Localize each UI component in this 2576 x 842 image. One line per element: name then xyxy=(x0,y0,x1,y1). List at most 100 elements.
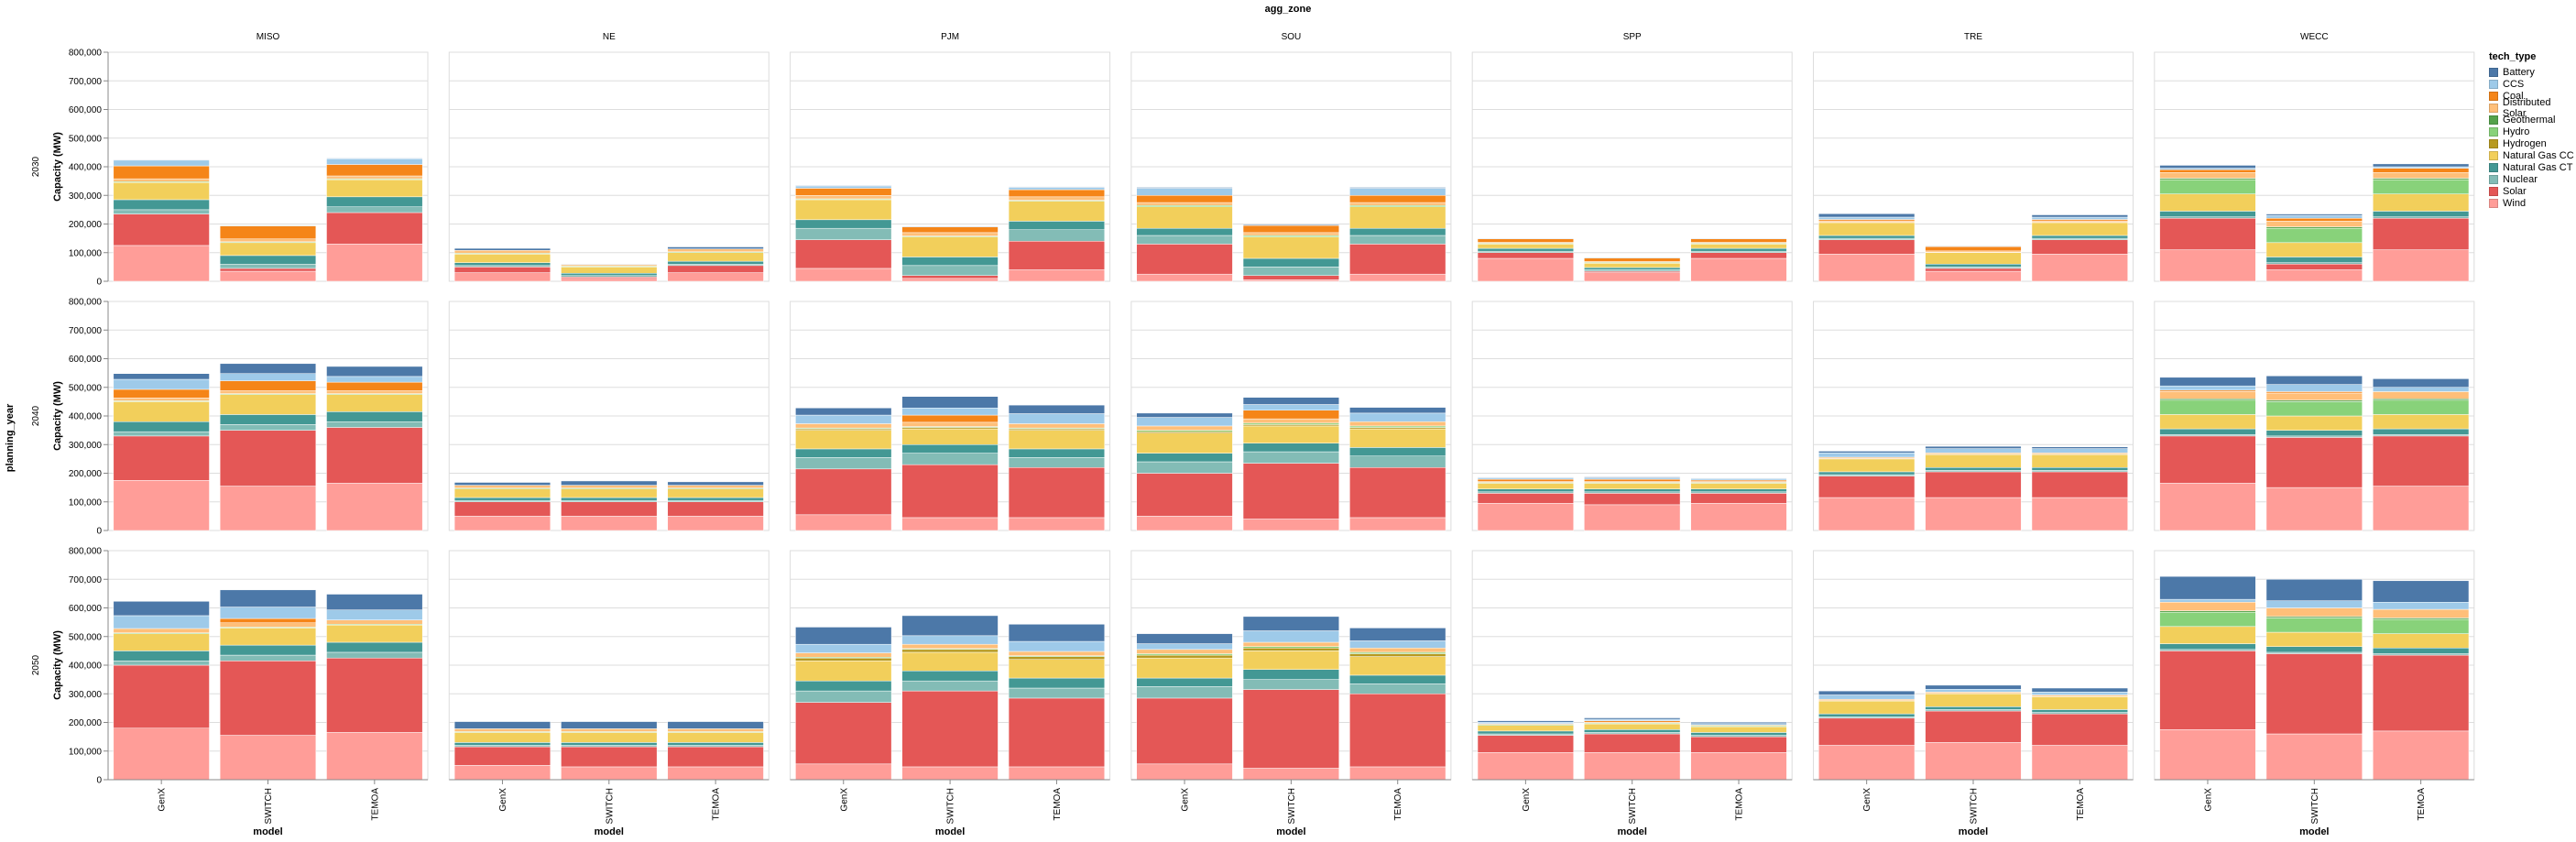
bar-segment-TRE-2050-SWITCH-natural-gas-cc xyxy=(1925,694,2022,707)
bar-segment-PJM-2050-SWITCH-solar xyxy=(901,690,999,768)
bar-segment-MISO-2050-SWITCH-solar xyxy=(219,661,317,736)
bar-segment-WECC-2050-TEMOA-natural-gas-cc xyxy=(2373,633,2470,649)
bar-segment-TRE-2030-SWITCH-solar xyxy=(1925,268,2022,272)
bar-segment-SPP-2050-GenX-wind xyxy=(1477,752,1574,781)
bar-segment-SOU-2040-GenX-ccs xyxy=(1136,417,1233,427)
y-axis-label: Capacity (MW) xyxy=(52,381,63,451)
bar-segment-TRE-2040-GenX-ccs xyxy=(1818,453,1916,458)
bar-segment-WECC-2040-TEMOA-natural-gas-ct xyxy=(2373,428,2470,435)
bar-segment-TRE-2040-TEMOA-solar xyxy=(2031,471,2128,498)
bar-segment-PJM-2040-SWITCH-ccs xyxy=(901,408,999,416)
x-tick-label: SWITCH xyxy=(1970,788,1980,824)
bar-segment-SOU-2040-SWITCH-distributed-solar xyxy=(1242,418,1340,424)
bar-segment-SOU-2050-TEMOA-natural-gas-cc xyxy=(1349,656,1446,676)
legend-label: Solar xyxy=(2503,185,2527,197)
bar-segment-PJM-2040-SWITCH-wind xyxy=(901,517,999,531)
legend-swatch xyxy=(2489,67,2498,77)
bar-segment-NE-2050-TEMOA-distributed-solar xyxy=(667,728,764,732)
bar-segment-TRE-2050-SWITCH-battery xyxy=(1925,684,2022,690)
bar-segment-SOU-2050-TEMOA-distributed-solar xyxy=(1349,648,1446,653)
bar-segment-WECC-2030-SWITCH-natural-gas-ct xyxy=(2265,257,2363,263)
bar-segment-TRE-2040-GenX-solar xyxy=(1818,476,1916,498)
bar-segment-SOU-2050-SWITCH-natural-gas-ct xyxy=(1242,669,1340,680)
bar-segment-MISO-2040-TEMOA-natural-gas-ct xyxy=(326,411,423,422)
bar-segment-SPP-2040-GenX-natural-gas-ct xyxy=(1477,488,1574,493)
bar-segment-NE-2050-GenX-natural-gas-cc xyxy=(453,732,551,743)
bar-segment-MISO-2050-GenX-nuclear xyxy=(113,661,210,666)
bar-segment-WECC-2040-GenX-hydro xyxy=(2159,399,2256,415)
row-header-2040: 2040 xyxy=(31,405,41,426)
bar-segment-PJM-2050-TEMOA-nuclear xyxy=(1008,687,1106,699)
bar-segment-MISO-2050-SWITCH-wind xyxy=(219,735,317,781)
bar-segment-SOU-2030-GenX-natural-gas-cc xyxy=(1136,206,1233,229)
bar-segment-PJM-2050-GenX-battery xyxy=(795,627,892,645)
bar-segment-SOU-2030-TEMOA-wind xyxy=(1349,273,1446,282)
bar-segment-SPP-2040-TEMOA-natural-gas-cc xyxy=(1690,483,1787,489)
bar-segment-MISO-2040-SWITCH-nuclear xyxy=(219,424,317,431)
bar-segment-PJM-2040-GenX-solar xyxy=(795,468,892,516)
bar-segment-TRE-2040-TEMOA-battery xyxy=(2031,446,2128,449)
bar-segment-MISO-2040-GenX-wind xyxy=(113,480,210,531)
bar-segment-MISO-2030-GenX-natural-gas-cc xyxy=(113,181,210,201)
bar-segment-MISO-2050-TEMOA-ccs xyxy=(326,609,423,620)
bar-segment-PJM-2040-GenX-distributed-solar xyxy=(795,423,892,429)
legend-item-geothermal: Geothermal xyxy=(2489,114,2576,126)
bar-segment-SOU-2040-GenX-nuclear xyxy=(1136,461,1233,474)
bar-segment-NE-2040-GenX-distributed-solar xyxy=(453,485,551,488)
bar-segment-TRE-2030-GenX-solar xyxy=(1818,239,1916,255)
bar-segment-PJM-2030-TEMOA-natural-gas-ct xyxy=(1008,221,1106,230)
bar-segment-MISO-2050-GenX-solar xyxy=(113,664,210,728)
bar-segment-TRE-2040-TEMOA-natural-gas-cc xyxy=(2031,454,2128,468)
facet-header-TRE: TRE xyxy=(1964,32,1982,42)
bar-segment-PJM-2030-TEMOA-battery xyxy=(1008,186,1106,188)
bar-segment-MISO-2030-GenX-solar xyxy=(113,213,210,246)
x-tick-label: GenX xyxy=(1862,788,1872,812)
bar-segment-WECC-2030-SWITCH-solar xyxy=(2265,264,2363,270)
bar-segment-PJM-2030-TEMOA-nuclear xyxy=(1008,229,1106,242)
bar-segment-MISO-2050-TEMOA-nuclear xyxy=(326,651,423,659)
bar-segment-SOU-2040-TEMOA-battery xyxy=(1349,407,1446,414)
bar-segment-WECC-2030-GenX-natural-gas-ct xyxy=(2159,211,2256,217)
bar-segment-MISO-2030-GenX-battery xyxy=(113,159,210,161)
bar-segment-MISO-2030-TEMOA-coal xyxy=(326,164,423,177)
bar-segment-MISO-2050-TEMOA-distributed-solar xyxy=(326,619,423,625)
bar-segment-WECC-2030-GenX-wind xyxy=(2159,249,2256,282)
bar-segment-MISO-2030-TEMOA-ccs xyxy=(326,159,423,165)
bar-segment-MISO-2040-TEMOA-ccs xyxy=(326,376,423,383)
y-tick-label: 800,000 xyxy=(69,49,103,59)
bar-segment-SOU-2030-TEMOA-coal xyxy=(1349,195,1446,203)
bar-segment-MISO-2050-SWITCH-nuclear xyxy=(219,654,317,662)
bar-segment-PJM-2030-TEMOA-distributed-solar xyxy=(1008,196,1106,201)
bar-segment-WECC-2040-TEMOA-natural-gas-cc xyxy=(2373,414,2470,430)
legend: tech_type Battery CCS Coal Distributed Sola… xyxy=(2489,51,2576,209)
bar-segment-TRE-2030-SWITCH-battery xyxy=(1925,246,2022,247)
bar-segment-TRE-2040-SWITCH-battery xyxy=(1925,445,2022,449)
legend-label: Nuclear xyxy=(2503,173,2538,185)
bar-segment-SOU-2040-SWITCH-wind xyxy=(1242,519,1340,531)
bar-segment-SOU-2050-TEMOA-hydrogen xyxy=(1349,653,1446,657)
bar-segment-PJM-2050-TEMOA-solar xyxy=(1008,697,1106,768)
bar-segment-NE-2030-TEMOA-natural-gas-ct xyxy=(667,260,764,265)
bar-segment-TRE-2030-TEMOA-natural-gas-cc xyxy=(2031,222,2128,236)
bar-segment-WECC-2030-TEMOA-hydro xyxy=(2373,179,2470,194)
y-tick-label: 0 xyxy=(96,527,102,537)
bar-segment-SOU-2040-GenX-solar xyxy=(1136,473,1233,517)
bar-segment-TRE-2030-SWITCH-natural-gas-ct xyxy=(1925,264,2022,268)
bar-segment-SOU-2040-TEMOA-ccs xyxy=(1349,412,1446,422)
bar-segment-MISO-2030-TEMOA-natural-gas-cc xyxy=(326,179,423,198)
bar-segment-SPP-2030-SWITCH-coal xyxy=(1584,257,1681,262)
x-tick-label: TEMOA xyxy=(1053,788,1063,821)
y-tick-label: 400,000 xyxy=(69,662,103,672)
facet-header-PJM: PJM xyxy=(941,32,959,42)
bar-segment-SPP-2040-SWITCH-natural-gas-ct xyxy=(1584,488,1681,493)
bar-segment-TRE-2050-GenX-wind xyxy=(1818,745,1916,781)
bar-segment-MISO-2040-SWITCH-coal xyxy=(219,380,317,391)
bar-segment-NE-2050-GenX-wind xyxy=(453,765,551,781)
y-tick-label: 700,000 xyxy=(69,326,103,336)
bar-segment-TRE-2030-SWITCH-wind xyxy=(1925,270,2022,282)
bar-segment-MISO-2030-GenX-coal xyxy=(113,165,210,180)
bar-segment-WECC-2030-GenX-solar xyxy=(2159,218,2256,250)
bar-segment-TRE-2030-SWITCH-natural-gas-cc xyxy=(1925,252,2022,265)
legend-swatch xyxy=(2489,150,2498,160)
bar-segment-PJM-2050-SWITCH-natural-gas-ct xyxy=(901,671,999,682)
